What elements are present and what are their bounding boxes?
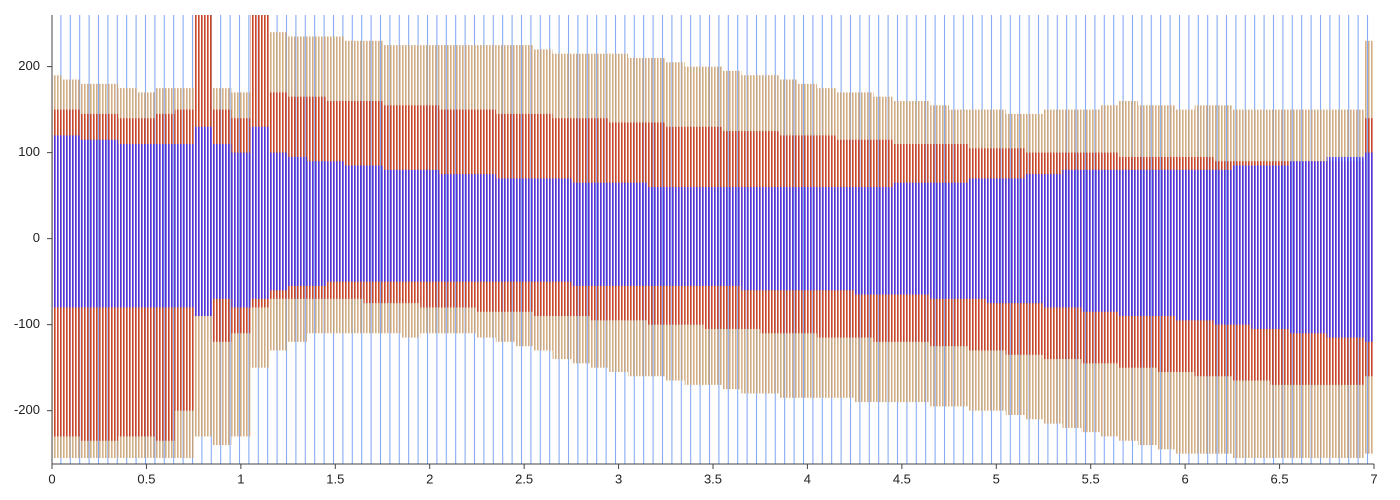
range-band — [439, 174, 459, 282]
x-tick-label: 2 — [426, 471, 433, 486]
range-band — [306, 161, 326, 286]
range-band — [1270, 165, 1290, 329]
range-band — [61, 135, 81, 308]
range-band — [684, 187, 704, 286]
y-tick-label: -100 — [14, 316, 40, 331]
range-band — [80, 139, 100, 308]
range-band — [231, 152, 251, 308]
range-band — [609, 182, 629, 286]
range-band — [1024, 174, 1044, 304]
range-band — [193, 126, 213, 317]
x-tick-label: 3.5 — [704, 471, 722, 486]
range-band — [401, 169, 421, 282]
range-band — [949, 182, 968, 299]
range-band — [325, 161, 345, 282]
range-band — [1062, 169, 1082, 308]
x-tick-label: 5 — [993, 471, 1000, 486]
range-band — [155, 144, 175, 308]
range-band — [1232, 165, 1252, 325]
range-band — [212, 144, 232, 299]
range-band — [835, 187, 855, 291]
range-band — [873, 187, 893, 295]
range-band — [118, 144, 137, 308]
y-tick-label: -200 — [14, 402, 40, 417]
range-band — [344, 165, 364, 282]
range-band — [1289, 161, 1308, 334]
range-band — [741, 187, 761, 291]
range-band — [1194, 169, 1214, 321]
range-band — [628, 182, 647, 286]
range-band — [760, 187, 780, 291]
range-band — [533, 178, 553, 282]
range-band — [1213, 169, 1233, 325]
range-band — [552, 178, 572, 282]
range-band — [458, 174, 477, 282]
range-band — [1119, 169, 1138, 317]
range-band — [1156, 169, 1176, 317]
range-band — [99, 139, 119, 308]
range-band — [854, 187, 874, 295]
range-band — [911, 182, 931, 295]
range-band — [382, 169, 402, 282]
x-tick-label: 1.5 — [326, 471, 344, 486]
x-tick-label: 0 — [48, 471, 55, 486]
range-band — [1307, 161, 1327, 334]
range-band — [1137, 169, 1157, 317]
y-tick-label: 100 — [18, 144, 40, 159]
range-band — [590, 182, 610, 286]
x-tick-label: 1 — [237, 471, 244, 486]
x-tick-label: 4.5 — [893, 471, 911, 486]
range-band — [1251, 165, 1271, 329]
range-band — [269, 152, 289, 291]
range-band — [1175, 169, 1195, 321]
range-band — [1081, 169, 1101, 312]
y-tick-label: 0 — [33, 230, 40, 245]
range-band — [930, 182, 950, 299]
range-band — [136, 144, 156, 308]
range-band — [495, 178, 515, 282]
range-band — [1364, 152, 1374, 342]
x-tick-label: 3 — [615, 471, 622, 486]
x-tick-label: 7 — [1370, 471, 1377, 486]
range-band — [722, 187, 742, 286]
range-band — [363, 165, 383, 282]
y-tick-label: 200 — [18, 58, 40, 73]
range-band — [250, 126, 270, 299]
range-band — [1345, 156, 1365, 338]
range-band — [476, 174, 496, 282]
range-band — [288, 156, 307, 286]
x-tick-label: 0.5 — [137, 471, 155, 486]
range-band — [646, 187, 666, 286]
range-band — [797, 187, 817, 291]
range-band — [1043, 174, 1063, 308]
range-band — [779, 187, 798, 291]
range-band — [571, 182, 591, 286]
range-band — [665, 187, 685, 286]
range-band — [703, 187, 723, 286]
range-band — [892, 182, 912, 295]
x-tick-label: 4 — [804, 471, 811, 486]
range-band — [174, 144, 194, 308]
x-tick-label: 6 — [1182, 471, 1189, 486]
x-tick-label: 2.5 — [515, 471, 533, 486]
range-band — [1100, 169, 1120, 312]
range-band — [52, 135, 62, 308]
range-band — [1326, 156, 1346, 338]
x-tick-label: 5.5 — [1082, 471, 1100, 486]
x-tick-label: 6.5 — [1271, 471, 1289, 486]
range-band — [816, 187, 836, 291]
range-band — [1005, 178, 1025, 304]
range-band — [986, 178, 1006, 304]
range-band — [967, 178, 987, 299]
range-band — [420, 169, 440, 282]
range-band — [514, 178, 534, 282]
